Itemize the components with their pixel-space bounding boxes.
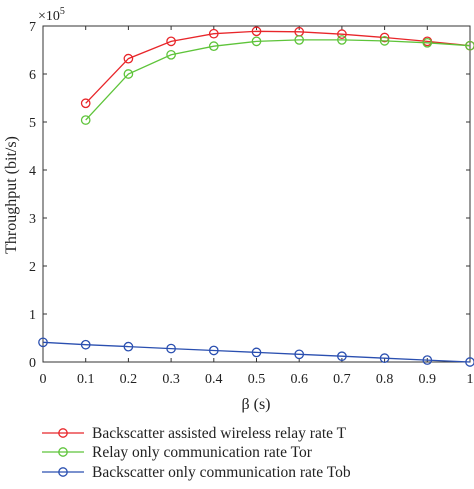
plot-frame xyxy=(42,25,471,363)
x-axis: 0 0.1 0.2 0.3 0.4 0.5 0.6 0.7 0.8 0.9 1 xyxy=(40,26,474,387)
x-tick-label: 1 xyxy=(467,372,474,387)
y-tick-label: 5 xyxy=(29,116,36,131)
y-tick-label: 6 xyxy=(29,68,36,83)
series-2 xyxy=(80,35,474,125)
y-exponent-label: 5 xyxy=(60,6,65,17)
y-tick-label: 3 xyxy=(29,212,36,227)
legend-swatch-marker xyxy=(58,447,68,457)
y-tick-label: 1 xyxy=(29,308,36,323)
y-tick-label: 7 xyxy=(29,20,36,35)
series-line xyxy=(85,39,471,121)
x-axis-label: β (s) xyxy=(241,396,270,413)
data-point xyxy=(465,357,474,367)
data-point xyxy=(294,349,305,360)
data-point xyxy=(123,69,134,79)
y-tick-label: 0 xyxy=(29,356,36,371)
data-point xyxy=(123,341,134,352)
x-tick-label: 0.3 xyxy=(162,372,180,387)
data-point xyxy=(379,36,390,46)
data-point xyxy=(166,343,176,354)
series-3 xyxy=(38,337,474,367)
series-layer xyxy=(38,26,474,367)
data-point xyxy=(251,36,262,47)
data-point xyxy=(251,347,262,358)
legend-label: Backscatter assisted wireless relay rate… xyxy=(92,425,347,442)
legend-swatch-marker xyxy=(58,467,68,477)
x-tick-label: 0.9 xyxy=(419,372,437,387)
x-tick-label: 0.6 xyxy=(290,372,308,387)
legend-label: Relay only communication rate Tor xyxy=(92,444,313,461)
x-tick-label: 0.7 xyxy=(333,372,351,387)
data-point xyxy=(422,355,433,365)
data-point xyxy=(166,36,176,47)
data-point xyxy=(38,337,48,348)
y-axis-label: Throughput (bit/s) xyxy=(3,136,20,254)
data-point xyxy=(80,98,91,109)
y-multiplier-label: ×105 xyxy=(38,6,65,24)
data-point xyxy=(123,53,134,64)
data-point xyxy=(294,35,305,45)
x-tick-label: 0.8 xyxy=(376,372,394,387)
data-point xyxy=(208,28,219,39)
data-point xyxy=(208,41,219,52)
legend-item: Backscatter only communication rate Tob xyxy=(42,464,351,481)
series-line xyxy=(42,341,471,363)
y-axis: 0 1 2 3 4 5 6 7 xyxy=(29,20,470,371)
x-tick-label: 0.5 xyxy=(248,372,266,387)
data-point xyxy=(465,40,474,51)
data-point xyxy=(251,26,262,37)
y-tick-label: 4 xyxy=(29,164,36,179)
legend: Backscatter assisted wireless relay rate… xyxy=(42,425,351,481)
data-point xyxy=(337,35,347,45)
data-point xyxy=(80,115,91,125)
data-point xyxy=(208,345,219,356)
series-1 xyxy=(80,26,474,109)
legend-swatch-marker xyxy=(58,428,68,438)
legend-label: Backscatter only communication rate Tob xyxy=(92,464,351,481)
data-point xyxy=(80,339,91,350)
data-point xyxy=(422,37,433,48)
legend-item: Relay only communication rate Tor xyxy=(42,444,313,461)
x-tick-label: 0.4 xyxy=(205,372,223,387)
data-point xyxy=(379,32,390,43)
x-tick-label: 0 xyxy=(40,372,47,387)
series-line xyxy=(85,30,471,104)
y-tick-label: 2 xyxy=(29,260,36,275)
data-point xyxy=(379,353,390,364)
legend-item: Backscatter assisted wireless relay rate… xyxy=(42,425,347,442)
x-tick-label: 0.2 xyxy=(120,372,138,387)
data-point xyxy=(337,351,347,362)
x-tick-label: 0.1 xyxy=(77,372,95,387)
data-point xyxy=(337,29,347,40)
data-point xyxy=(166,49,176,60)
plot-area xyxy=(42,25,471,363)
